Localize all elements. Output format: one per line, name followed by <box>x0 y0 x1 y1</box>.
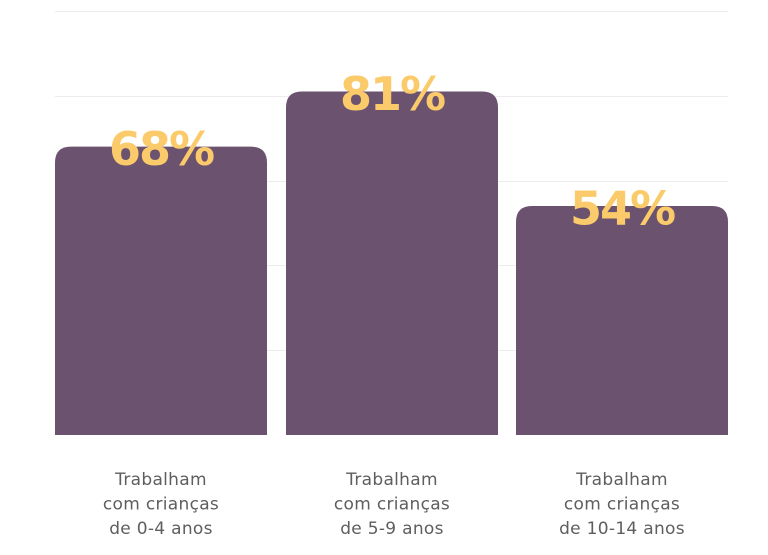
category-label-3: Trabalham com crianças de 10-14 anos <box>559 470 685 539</box>
bars <box>55 91 728 435</box>
bar-value-label-2: 81% <box>340 67 445 121</box>
category-label-1: Trabalham com crianças de 0-4 anos <box>103 470 219 539</box>
category-labels: Trabalham com crianças de 0-4 anos Trabalha… <box>103 470 685 539</box>
bar-2 <box>286 91 498 435</box>
bar-value-label-3: 54% <box>570 182 675 236</box>
bar-1 <box>55 146 267 435</box>
value-labels: 68% 81% 54% <box>109 67 677 236</box>
category-label-2: Trabalham com crianças de 5-9 anos <box>334 470 450 539</box>
bar-3 <box>516 206 728 435</box>
bar-value-label-1: 68% <box>109 122 214 176</box>
